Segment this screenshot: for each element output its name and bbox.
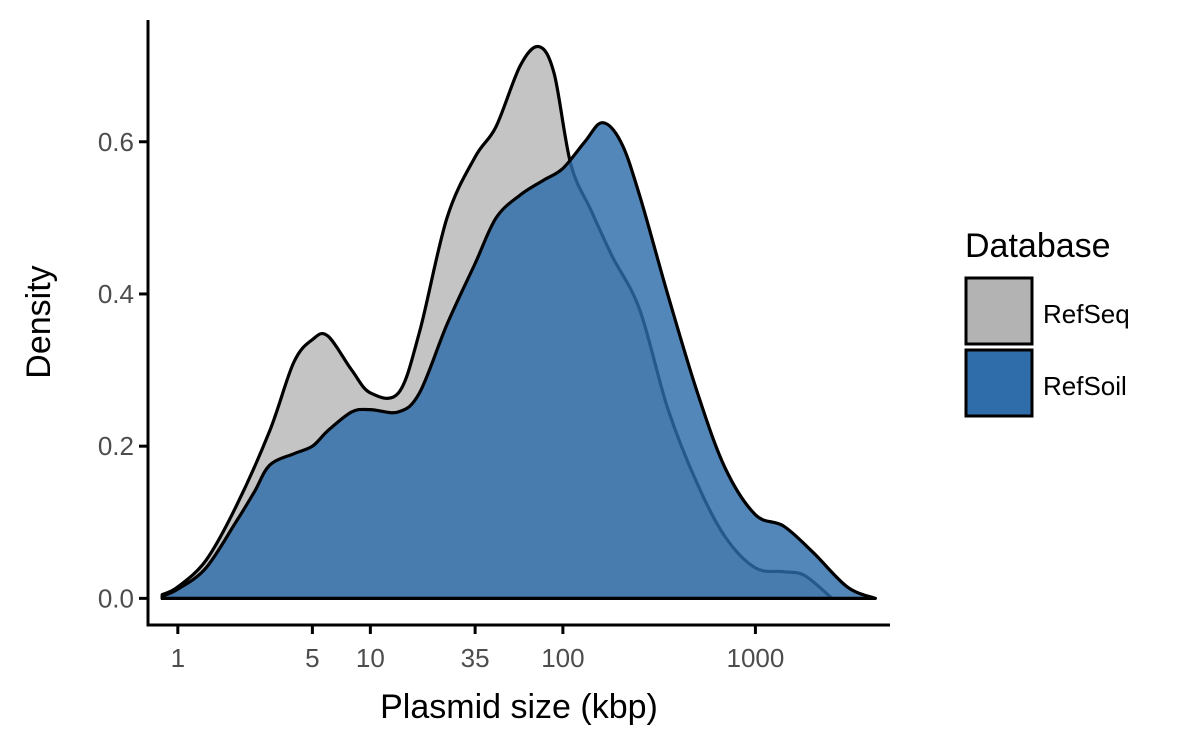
y-tick-label: 0.0 bbox=[98, 583, 134, 613]
y-tick-label: 0.2 bbox=[98, 431, 134, 461]
x-tick-label: 35 bbox=[461, 643, 490, 673]
x-tick-label: 1 bbox=[171, 643, 185, 673]
axes bbox=[146, 20, 890, 627]
x-tick-label: 10 bbox=[356, 643, 385, 673]
y-axis-ticks: 0.0 0.2 0.4 0.6 bbox=[98, 127, 148, 613]
x-axis-title: Plasmid size (kbp) bbox=[380, 688, 658, 726]
y-axis-title: Density bbox=[20, 265, 58, 378]
legend-title: Database bbox=[965, 227, 1111, 265]
legend: Database RefSeq RefSoil bbox=[964, 227, 1130, 418]
legend-swatch-refseq bbox=[964, 276, 1034, 346]
y-tick-label: 0.6 bbox=[98, 127, 134, 157]
density-areas bbox=[160, 44, 877, 600]
legend-swatch-refsoil bbox=[964, 348, 1034, 418]
legend-label-refseq: RefSeq bbox=[1043, 299, 1130, 329]
density-area-refsoil bbox=[160, 121, 877, 600]
x-tick-label: 5 bbox=[305, 643, 319, 673]
x-axis-ticks: 1 5 10 35 100 1000 bbox=[171, 625, 785, 673]
x-tick-label: 1000 bbox=[727, 643, 785, 673]
x-tick-label: 100 bbox=[541, 643, 584, 673]
legend-label-refsoil: RefSoil bbox=[1043, 371, 1127, 401]
y-tick-label: 0.4 bbox=[98, 279, 134, 309]
